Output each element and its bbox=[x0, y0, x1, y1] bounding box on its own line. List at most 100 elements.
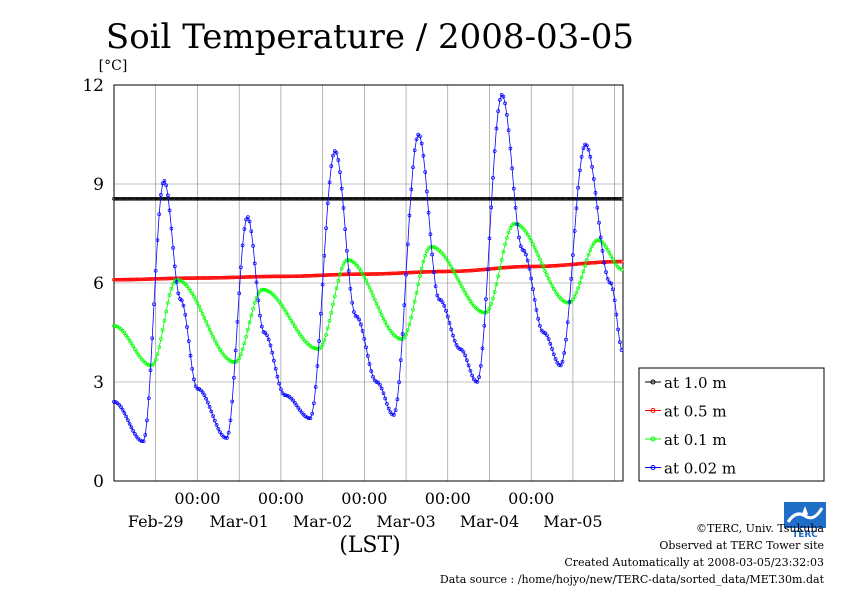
data-point bbox=[392, 413, 396, 417]
data-point bbox=[590, 196, 594, 201]
data-point bbox=[383, 196, 388, 201]
data-point bbox=[609, 259, 614, 264]
grid-lines bbox=[114, 85, 623, 481]
data-point bbox=[376, 272, 381, 276]
data-point bbox=[569, 262, 574, 267]
data-point bbox=[171, 276, 175, 281]
data-point bbox=[558, 196, 563, 201]
data-point bbox=[294, 327, 299, 332]
data-point bbox=[419, 141, 424, 146]
data-point bbox=[171, 196, 175, 201]
data-point bbox=[202, 393, 207, 398]
data-point bbox=[456, 269, 461, 274]
data-point bbox=[463, 353, 468, 358]
x-tick-date-label: Mar-01 bbox=[209, 512, 268, 531]
data-point bbox=[120, 196, 125, 201]
data-point bbox=[578, 196, 582, 201]
data-point bbox=[192, 377, 196, 382]
data-point bbox=[595, 260, 600, 265]
data-point bbox=[145, 362, 149, 366]
data-point bbox=[164, 183, 169, 188]
data-point bbox=[120, 277, 125, 282]
data-point bbox=[169, 276, 174, 281]
data-point bbox=[409, 187, 414, 192]
data-point bbox=[319, 273, 323, 278]
data-point bbox=[153, 196, 158, 201]
data-point bbox=[146, 277, 151, 281]
data-point bbox=[143, 277, 148, 282]
y-tick-label: 12 bbox=[82, 76, 104, 96]
data-point bbox=[470, 373, 474, 378]
data-point bbox=[506, 265, 511, 270]
data-point bbox=[416, 196, 421, 201]
data-point bbox=[376, 196, 381, 201]
data-point bbox=[546, 276, 551, 281]
data-point bbox=[482, 196, 487, 201]
data-point bbox=[548, 264, 553, 268]
data-point bbox=[454, 196, 459, 201]
data-point bbox=[557, 363, 561, 367]
data-point bbox=[289, 196, 294, 201]
data-point bbox=[296, 330, 301, 334]
data-point bbox=[550, 283, 554, 288]
data-point bbox=[199, 196, 203, 201]
data-point bbox=[256, 291, 261, 296]
data-point bbox=[162, 318, 167, 323]
footer-copyright: ©TERC, Univ. Tsukuba bbox=[695, 522, 824, 535]
data-point bbox=[252, 300, 257, 305]
data-point bbox=[308, 273, 313, 278]
data-point bbox=[591, 196, 596, 201]
data-point bbox=[315, 196, 320, 201]
data-point bbox=[468, 196, 473, 201]
data-point bbox=[265, 333, 269, 338]
data-point bbox=[532, 196, 537, 201]
data-point bbox=[531, 242, 535, 246]
data-point bbox=[211, 196, 215, 201]
data-point bbox=[534, 196, 539, 201]
data-point bbox=[522, 196, 527, 201]
data-point bbox=[478, 363, 483, 368]
data-point bbox=[240, 196, 245, 201]
data-point bbox=[136, 277, 141, 282]
data-point bbox=[386, 406, 391, 411]
data-point bbox=[572, 294, 577, 299]
footer-observed: Observed at TERC Tower site bbox=[659, 539, 824, 552]
data-point bbox=[272, 196, 276, 201]
data-point bbox=[193, 297, 198, 302]
data-point bbox=[583, 263, 587, 268]
data-point bbox=[207, 196, 212, 201]
data-point bbox=[513, 205, 518, 210]
data-point bbox=[371, 293, 375, 298]
data-point bbox=[618, 259, 622, 264]
data-point bbox=[567, 299, 572, 304]
data-point bbox=[588, 196, 593, 201]
data-point bbox=[478, 196, 483, 201]
data-point bbox=[136, 196, 141, 201]
data-point bbox=[172, 196, 177, 201]
data-point bbox=[112, 324, 116, 328]
data-point bbox=[385, 323, 389, 328]
data-point bbox=[425, 249, 429, 254]
data-point bbox=[461, 349, 466, 354]
data-point bbox=[320, 273, 325, 278]
data-point bbox=[609, 281, 614, 286]
data-point bbox=[426, 210, 431, 215]
data-point bbox=[381, 316, 386, 321]
data-point bbox=[477, 196, 481, 201]
data-point bbox=[160, 276, 165, 281]
data-point bbox=[193, 196, 198, 201]
data-point bbox=[346, 196, 351, 201]
data-point bbox=[405, 196, 410, 201]
data-point bbox=[480, 267, 485, 272]
footer-created: Created Automatically at 2008-03-05/23:3… bbox=[564, 556, 824, 569]
data-point bbox=[214, 196, 219, 201]
data-point bbox=[494, 266, 499, 271]
data-point bbox=[178, 196, 182, 201]
footer-source: Data source : /home/hojyo/new/TERC-data/… bbox=[439, 573, 824, 586]
data-point bbox=[155, 352, 160, 357]
data-point bbox=[247, 219, 252, 224]
data-point bbox=[365, 282, 370, 286]
data-point bbox=[166, 193, 170, 198]
data-point bbox=[414, 270, 419, 275]
data-point bbox=[353, 196, 358, 201]
